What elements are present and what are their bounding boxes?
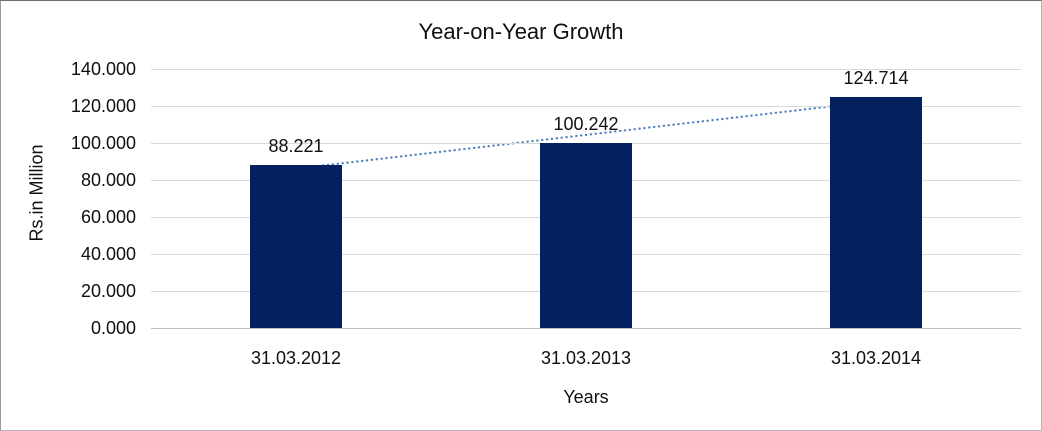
y-tick-label: 120.000 <box>70 96 136 116</box>
y-tick-label: 20.000 <box>80 281 136 301</box>
y-tick-label: 40.000 <box>80 244 136 264</box>
gridline <box>151 105 1021 107</box>
y-tick-label: 0.000 <box>90 318 136 338</box>
bar <box>250 164 342 328</box>
bar <box>540 142 632 328</box>
x-tick-label: 31.03.2012 <box>250 348 342 368</box>
bar <box>830 97 922 328</box>
bar-value-label: 88.221 <box>268 135 324 156</box>
gridline <box>151 68 1021 70</box>
x-axis-line <box>151 327 1021 329</box>
x-axis-title: Years <box>563 387 609 407</box>
y-tick-label: 60.000 <box>80 207 136 227</box>
chart-title: Year-on-Year Growth <box>418 19 624 44</box>
x-tick-label: 31.03.2013 <box>540 348 632 368</box>
y-tick-label: 100.000 <box>70 133 136 153</box>
y-tick-label: 140.000 <box>70 59 136 79</box>
y-tick-label: 80.000 <box>80 170 136 190</box>
bar-value-label: 100.242 <box>553 113 619 134</box>
x-tick-label: 31.03.2014 <box>830 348 922 368</box>
bar-value-label: 124.714 <box>843 68 909 89</box>
